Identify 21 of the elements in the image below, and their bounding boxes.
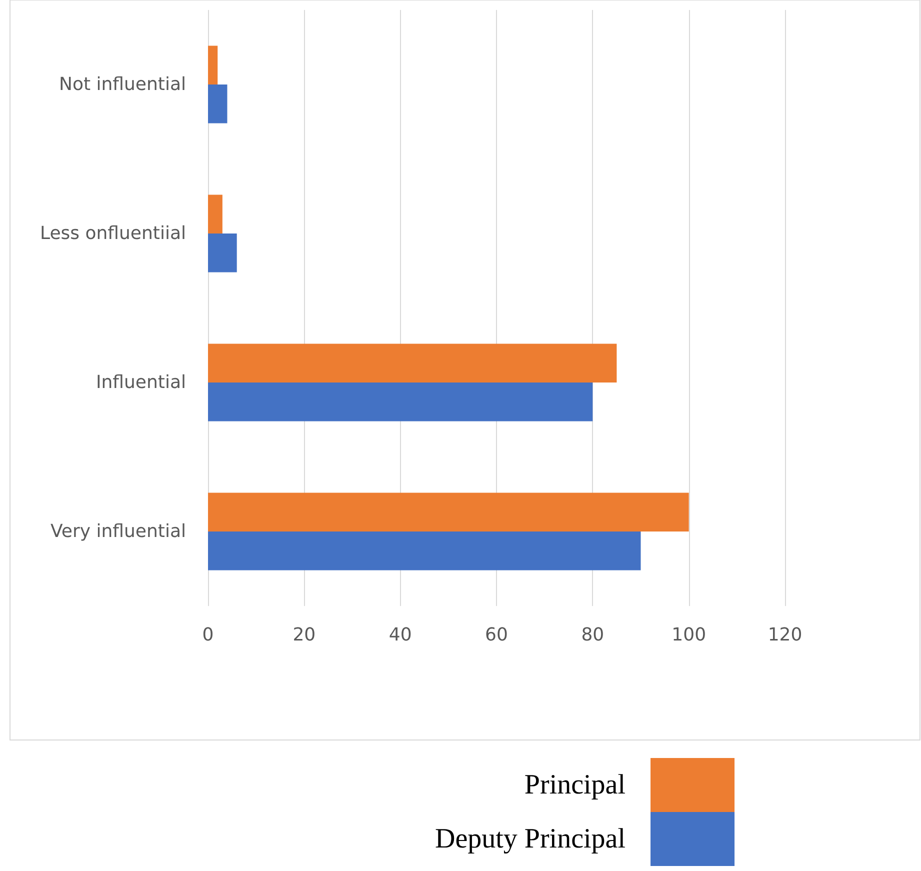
bar xyxy=(208,532,641,570)
x-tick-label: 120 xyxy=(768,624,802,646)
x-tick-label: 80 xyxy=(581,624,604,646)
bar xyxy=(208,46,218,84)
bar xyxy=(208,84,228,124)
bar xyxy=(208,234,237,272)
x-tick-label: 20 xyxy=(292,624,316,646)
x-tick-label: 40 xyxy=(388,624,412,646)
bar xyxy=(208,492,689,532)
x-tick-label: 60 xyxy=(485,624,508,646)
legend-label: Principal xyxy=(524,770,626,800)
y-tick-label: Influential xyxy=(96,372,186,393)
bar xyxy=(208,194,222,234)
x-tick-label: 100 xyxy=(672,624,706,646)
x-tick-label: 0 xyxy=(202,624,214,646)
y-tick-label: Less onfluentiial xyxy=(40,223,186,244)
legend-label: Deputy Principal xyxy=(434,824,626,854)
bar xyxy=(208,382,593,422)
y-tick-label: Very influential xyxy=(50,521,186,542)
bar xyxy=(208,344,617,382)
y-tick-label: Not influential xyxy=(59,74,186,95)
